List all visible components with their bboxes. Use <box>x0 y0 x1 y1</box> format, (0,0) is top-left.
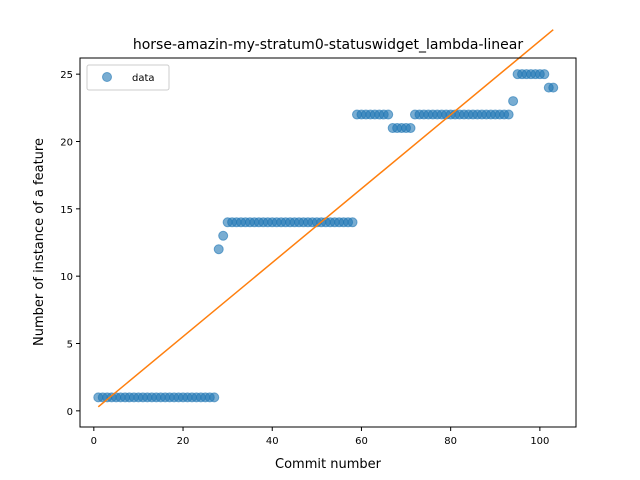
y-tick-label: 0 <box>67 407 73 418</box>
data-point <box>405 123 416 134</box>
data-point <box>383 109 394 120</box>
y-tick-label: 15 <box>60 205 73 216</box>
data-point <box>347 217 358 228</box>
data-point <box>209 392 220 403</box>
y-tick-label: 25 <box>60 70 73 81</box>
axes-frame <box>79 57 577 428</box>
x-axis-label: Commit number <box>275 457 382 472</box>
plot-area <box>93 29 559 408</box>
y-tick-label: 20 <box>60 137 73 148</box>
data-point <box>213 244 224 255</box>
x-tick-label: 20 <box>177 436 190 447</box>
legend-box <box>86 64 170 91</box>
data-point <box>539 69 550 80</box>
x-tick-label: 60 <box>355 436 368 447</box>
y-axis-label: Number of instance of a feature <box>32 138 47 346</box>
legend-label: data <box>132 73 155 84</box>
y-tick-label: 5 <box>67 340 73 351</box>
data-point <box>503 109 514 120</box>
fit-line <box>97 29 554 408</box>
x-tick-label: 40 <box>266 436 279 447</box>
legend-marker <box>102 72 112 82</box>
data-point <box>508 96 519 107</box>
x-tick-label: 80 <box>444 436 457 447</box>
x-tick-label: 100 <box>530 436 549 447</box>
x-tick-label: 0 <box>91 436 97 447</box>
data-point <box>548 82 559 93</box>
legend: data <box>86 64 170 91</box>
axes-ticks: 0 20 40 60 80 100 0 5 10 15 20 25 <box>60 70 549 447</box>
data-point <box>218 230 229 241</box>
chart-title: horse-amazin-my-stratum0-statuswidget_la… <box>133 37 524 53</box>
y-tick-label: 10 <box>60 272 73 283</box>
